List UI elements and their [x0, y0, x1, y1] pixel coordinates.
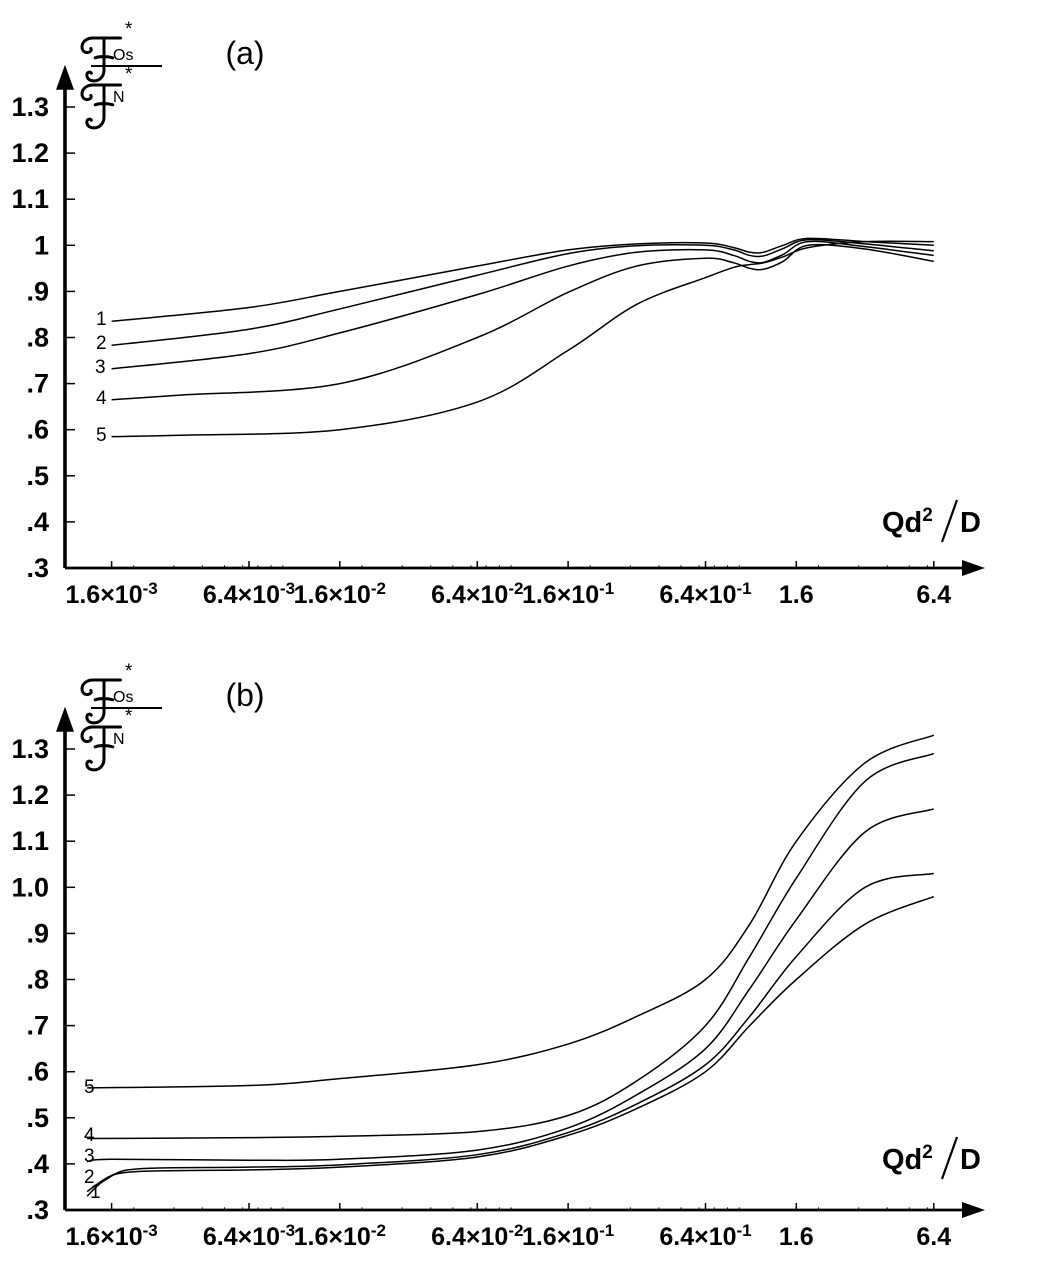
svg-text:.4: .4	[26, 507, 49, 537]
svg-text:*: *	[125, 661, 133, 682]
svg-text:*: *	[125, 19, 133, 40]
svg-text:1.1: 1.1	[11, 184, 49, 214]
svg-text:.3: .3	[26, 553, 49, 583]
svg-text:.6: .6	[26, 415, 49, 445]
svg-text:5: 5	[84, 1077, 95, 1098]
svg-text:*: *	[125, 64, 133, 85]
svg-text:N: N	[113, 731, 125, 748]
svg-text:2: 2	[96, 333, 107, 354]
svg-text:N: N	[113, 89, 125, 106]
svg-text:1: 1	[96, 309, 107, 330]
svg-text:.5: .5	[26, 1103, 49, 1133]
svg-text:1: 1	[34, 230, 49, 260]
svg-text:(a): (a)	[225, 35, 264, 71]
svg-text:.9: .9	[26, 918, 49, 948]
svg-text:.7: .7	[26, 1011, 49, 1041]
svg-text:.6: .6	[26, 1057, 49, 1087]
svg-text:1.6: 1.6	[779, 581, 814, 609]
svg-text:1.3: 1.3	[11, 92, 49, 122]
svg-text:5: 5	[96, 425, 107, 446]
svg-text:1.3: 1.3	[11, 734, 49, 764]
svg-text:.8: .8	[26, 965, 49, 995]
svg-text:3: 3	[95, 357, 106, 378]
svg-text:D: D	[960, 507, 981, 539]
svg-text:.8: .8	[26, 323, 49, 353]
svg-text:6.4: 6.4	[916, 581, 951, 609]
svg-text:D: D	[960, 1144, 981, 1176]
svg-text:.9: .9	[26, 276, 49, 306]
svg-text:Os: Os	[113, 47, 133, 64]
svg-text:4: 4	[96, 388, 107, 409]
svg-text:3: 3	[84, 1146, 95, 1167]
svg-text:1.1: 1.1	[11, 826, 49, 856]
svg-text:(b): (b)	[225, 677, 264, 713]
svg-text:.7: .7	[26, 369, 49, 399]
svg-text:1: 1	[90, 1182, 101, 1203]
svg-text:*: *	[125, 706, 133, 727]
svg-text:.3: .3	[26, 1195, 49, 1225]
svg-text:1.0: 1.0	[11, 872, 49, 902]
svg-text:.5: .5	[26, 461, 49, 491]
svg-text:6.4: 6.4	[916, 1223, 951, 1251]
svg-text:Os: Os	[113, 689, 133, 706]
svg-text:.4: .4	[26, 1149, 49, 1179]
svg-text:1.2: 1.2	[11, 138, 49, 168]
svg-text:1.6: 1.6	[779, 1223, 814, 1251]
svg-text:4: 4	[84, 1125, 95, 1146]
svg-text:1.2: 1.2	[11, 780, 49, 810]
